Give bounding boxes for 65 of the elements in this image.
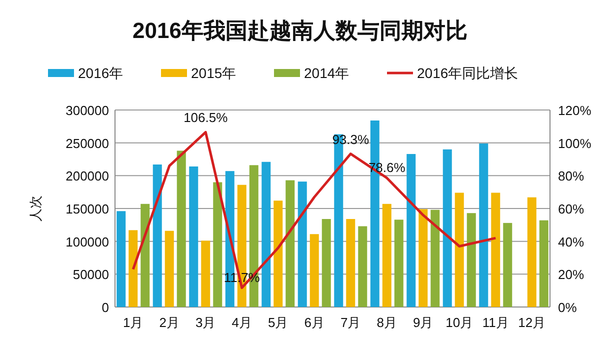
y2-tick-label: 100% — [558, 136, 592, 151]
x-tick-label: 1月 — [123, 315, 144, 330]
bar — [213, 182, 222, 307]
y2-tick-label: 60% — [558, 202, 584, 216]
bar — [164, 230, 174, 307]
y-tick-label: 50000 — [72, 267, 109, 282]
legend-label: 2014年 — [304, 65, 350, 81]
bar — [479, 143, 488, 307]
y2-tick-label: 80% — [558, 168, 584, 184]
bar — [116, 211, 126, 307]
y2-tick-label: 0% — [558, 300, 578, 315]
bar — [394, 220, 404, 307]
x-tick-label: 5月 — [268, 315, 288, 330]
y-axis-title: 人次 — [28, 196, 43, 222]
bar — [358, 226, 368, 307]
y2-tick-label: 20% — [558, 267, 584, 282]
line-series — [132, 130, 497, 290]
bar — [274, 200, 283, 307]
legend-label: 2015年 — [191, 65, 236, 81]
bar — [539, 220, 548, 307]
bar — [418, 209, 428, 307]
x-tick-label: 7月 — [340, 315, 361, 330]
x-tick-label: 8月 — [376, 315, 397, 330]
bar — [262, 162, 271, 307]
y2-tick-label: 40% — [558, 234, 584, 250]
data-label: 11.7% — [224, 270, 260, 285]
data-label: 106.5% — [184, 110, 228, 126]
x-tick-label: 10月 — [446, 315, 474, 330]
x-tick-label: 3月 — [196, 315, 216, 330]
bar — [406, 154, 416, 307]
bar — [430, 210, 440, 307]
y-tick-label: 150000 — [66, 202, 109, 216]
bar — [527, 197, 536, 307]
bar — [286, 180, 295, 307]
bar — [503, 222, 512, 307]
chart-title: 2016年我国赴越南人数与同期对比 — [132, 18, 468, 43]
bar — [310, 234, 319, 307]
x-tick-label: 4月 — [232, 315, 252, 330]
bar — [454, 192, 464, 307]
bar — [201, 240, 210, 307]
bar — [442, 149, 452, 307]
bar — [176, 150, 186, 307]
bar — [152, 164, 162, 307]
y-tick-label: 250000 — [66, 136, 109, 151]
x-tick-label: 9月 — [413, 315, 434, 330]
y-tick-label: 200000 — [66, 168, 109, 184]
legend-label: 2016年 — [78, 65, 124, 81]
bar — [128, 230, 138, 307]
bar — [466, 213, 476, 307]
x-tick-label: 2月 — [159, 315, 180, 330]
x-tick-label: 11月 — [482, 315, 509, 330]
y-tick-label: 300000 — [66, 103, 109, 118]
bar — [140, 204, 150, 307]
x-tick-label: 6月 — [304, 315, 324, 330]
y2-tick-label: 120% — [558, 103, 592, 118]
y-tick-label: 0 — [102, 300, 109, 315]
bar — [322, 219, 331, 307]
x-tick-label: 12月 — [518, 315, 546, 330]
bar — [298, 182, 307, 307]
bar — [189, 166, 198, 307]
bar — [346, 219, 356, 307]
bar — [382, 204, 392, 307]
legend-label: 2016年同比增长 — [417, 65, 518, 81]
y-tick-label: 100000 — [66, 234, 109, 250]
bar — [491, 192, 500, 307]
